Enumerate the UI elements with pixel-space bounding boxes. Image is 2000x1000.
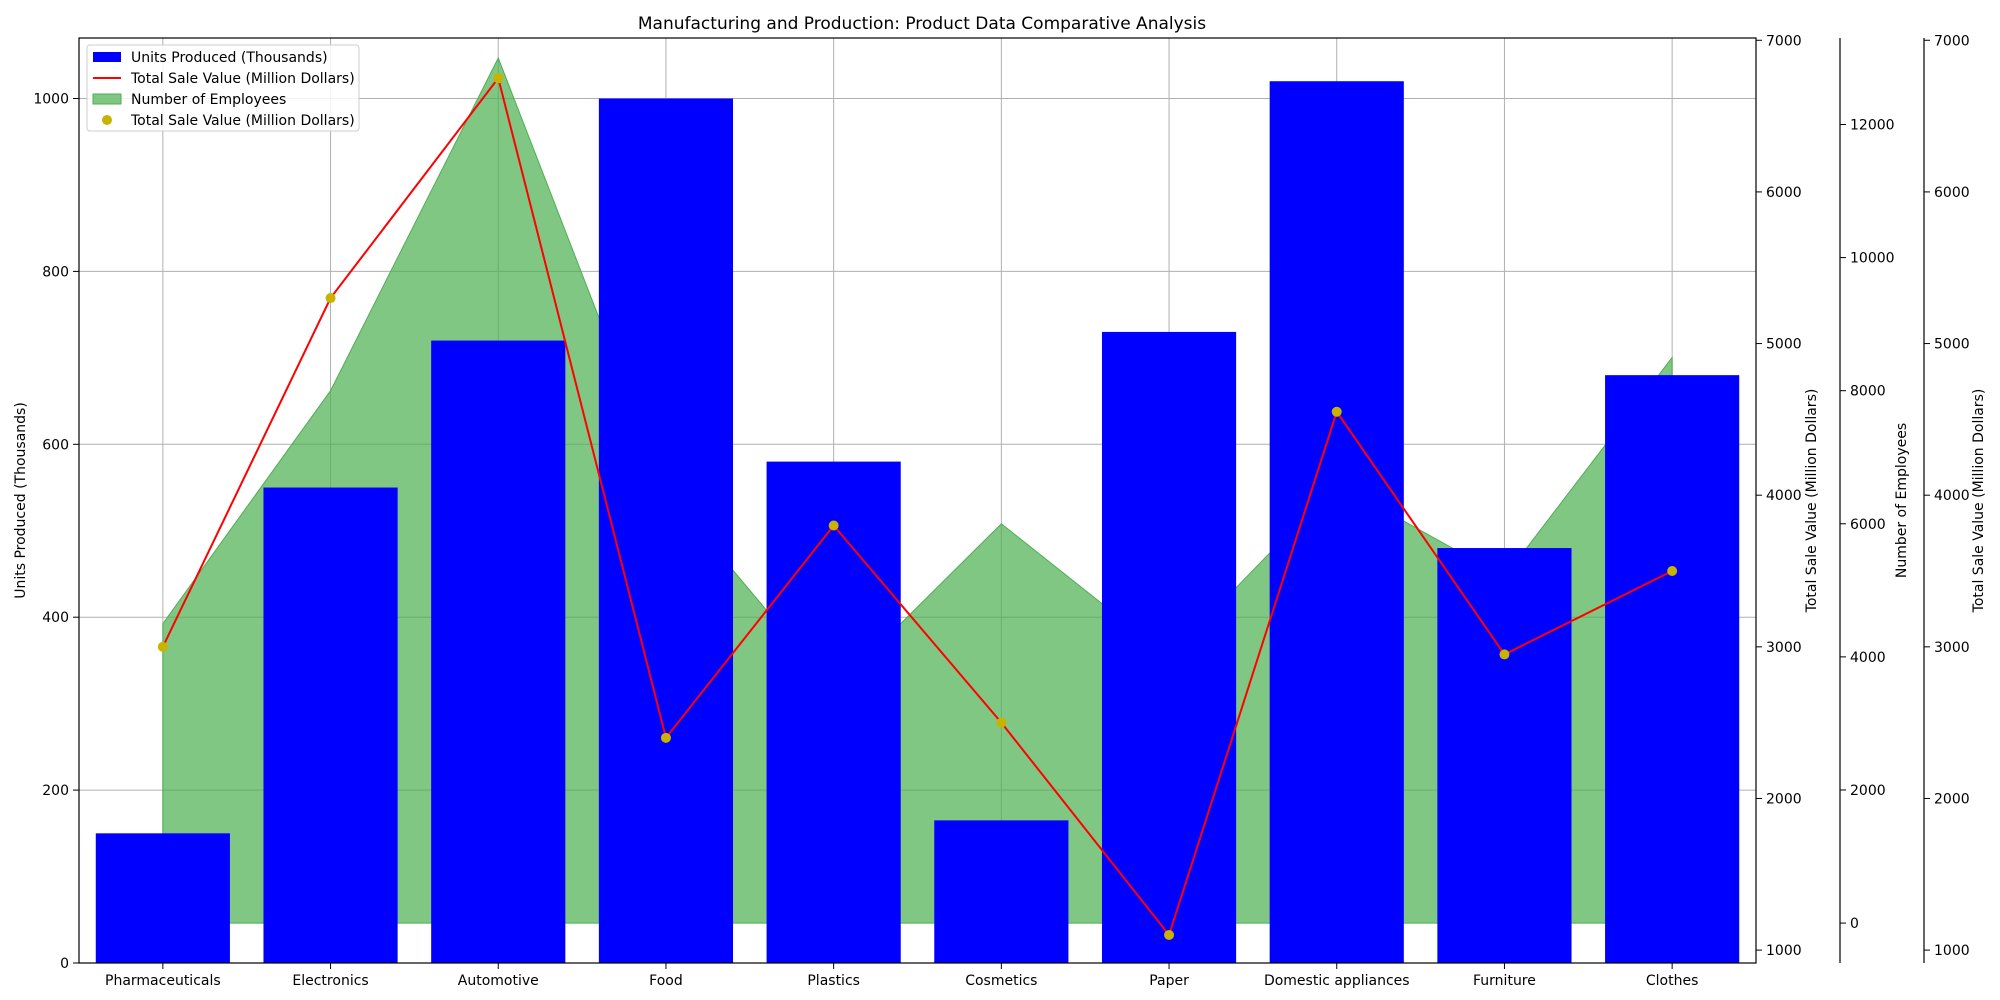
axes-layer: Pharmaceuticals Electronics Automotive Food… [13,33,1987,989]
sale-value-point [493,73,504,84]
sale-value-line-layer [161,75,1673,938]
plot-frame [78,37,1757,964]
x-tick-label: Plastics [807,973,860,989]
units-bar [766,461,901,963]
right1-tick-label: 1000 [1766,943,1802,959]
right3-tick-label: 6000 [1934,185,1970,201]
legend-swatch-point [102,115,112,125]
right2-tick-label: 10000 [1850,251,1895,267]
legend-swatch-bar [93,52,121,62]
right3-tick-label: 3000 [1934,640,1970,656]
right2-axis-label: Number of Employees [1894,423,1910,578]
legend-box [86,44,360,132]
right1-tick-label: 3000 [1766,640,1802,656]
right3-tick-label: 1000 [1934,943,1970,959]
right3-tick-label: 5000 [1934,337,1970,353]
sale-value-point [1499,649,1510,660]
x-tick-label: Food [649,973,683,989]
x-tick-label: Clothes [1646,973,1699,989]
right1-axis-label: Total Sale Value (Million Dollars) [1804,389,1820,614]
units-bar [263,487,398,963]
sale-value-points-layer [157,73,1678,940]
sale-value-point [996,717,1007,728]
right2-tick-label: 4000 [1850,650,1886,666]
left-y-tick-label: 0 [60,956,69,972]
units-bar [1605,375,1740,963]
left-y-tick-label: 400 [42,610,69,626]
sale-value-line [161,75,1673,938]
legend-label: Total Sale Value (Million Dollars) [130,71,355,87]
units-bar [598,98,734,963]
left-y-tick-label: 200 [42,783,69,799]
sale-value-point [325,293,336,304]
units-bar [1101,331,1237,963]
right3-tick-label: 4000 [1934,488,1970,504]
legend-label: Number of Employees [131,92,286,108]
x-tick-label: Cosmetics [965,973,1037,989]
left-y-axis-label: Units Produced (Thousands) [13,402,29,599]
right1-tick-label: 7000 [1766,33,1802,49]
units-bar [1269,81,1404,963]
x-tick-label: Paper [1149,973,1189,989]
right2-tick-label: 0 [1850,916,1859,932]
right3-axis-label: Total Sale Value (Million Dollars) [1971,389,1987,614]
x-tick-label: Automotive [458,973,539,989]
right2-tick-label: 6000 [1850,517,1886,533]
right1-tick-label: 5000 [1766,337,1802,353]
sale-value-point [660,732,671,743]
left-y-tick-label: 1000 [33,92,69,108]
chart-title: Manufacturing and Production: Product Da… [638,14,1206,34]
x-tick-label: Electronics [292,973,368,989]
right1-tick-label: 2000 [1766,791,1802,807]
right2-tick-label: 12000 [1850,118,1895,134]
right2-tick-label: 2000 [1850,783,1886,799]
sale-value-point [1164,929,1175,940]
sale-value-point [1667,566,1678,577]
legend-swatch-area [92,93,122,105]
right1-tick-label: 4000 [1766,488,1802,504]
units-bar [934,820,1069,963]
left-y-tick-label: 600 [42,437,69,453]
right1-tick-label: 6000 [1766,185,1802,201]
right3-tick-label: 2000 [1934,791,1970,807]
x-tick-label: Furniture [1473,973,1536,989]
legend-label: Total Sale Value (Million Dollars) [130,113,355,129]
units-bars-layer [95,81,1740,964]
x-tick-label: Pharmaceuticals [105,973,221,989]
legend-label: Units Produced (Thousands) [131,50,328,66]
units-bar [431,340,566,964]
right2-tick-label: 8000 [1850,384,1886,400]
units-bar [1437,548,1572,963]
sale-value-point [828,520,839,531]
x-tick-label: Domestic appliances [1264,973,1410,989]
left-y-tick-label: 800 [42,264,69,280]
legend: Units Produced (Thousands) Total Sale Val… [86,44,360,132]
right3-tick-label: 7000 [1934,33,1970,49]
units-bar [95,833,230,963]
sale-value-point [157,641,168,652]
sale-value-point [1331,406,1342,417]
